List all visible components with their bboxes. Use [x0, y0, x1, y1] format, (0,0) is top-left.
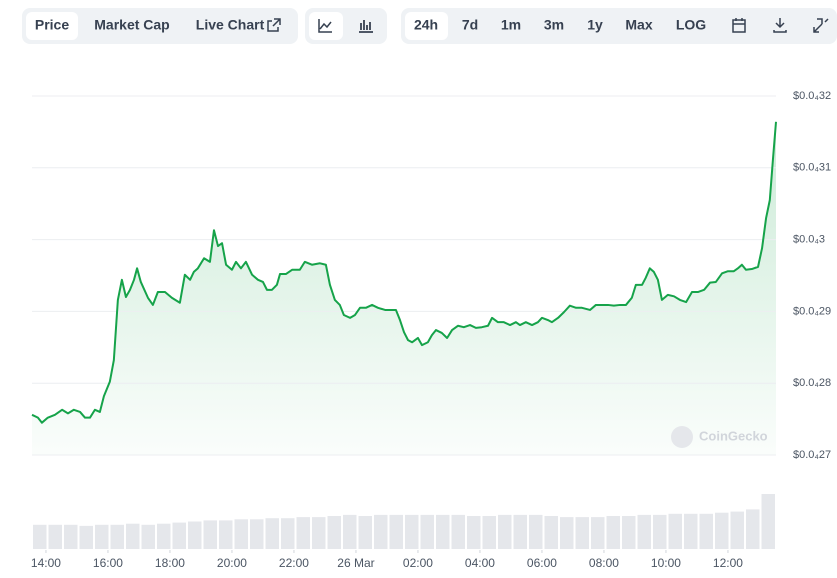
x-tick-label: 22:00: [279, 556, 309, 570]
volume-bar: [715, 512, 729, 549]
tab[interactable]: Price: [35, 17, 69, 33]
volume-bar: [451, 514, 465, 549]
volume-bar: [343, 514, 357, 549]
y-tick-label: $0.0₄29: [793, 305, 831, 317]
volume-bar: [467, 516, 481, 549]
volume-bar: [420, 514, 434, 549]
volume-bar: [622, 516, 636, 549]
volume-bar: [529, 514, 543, 549]
volume-bar: [482, 516, 496, 549]
volume-bar: [327, 516, 341, 549]
volume-bar: [513, 514, 527, 549]
volume-bar: [730, 511, 744, 549]
volume-bar: [389, 514, 403, 549]
x-tick-label: 16:00: [93, 556, 123, 570]
volume-bar: [560, 517, 574, 549]
x-tick-label: 10:00: [651, 556, 681, 570]
range[interactable]: 24h: [414, 17, 438, 33]
volume-bar: [374, 514, 388, 549]
x-tick-label: 06:00: [527, 556, 557, 570]
tab[interactable]: Live Chart: [196, 17, 265, 33]
volume-bar: [126, 523, 140, 549]
volume-bar: [48, 524, 62, 549]
volume-bar: [33, 524, 47, 549]
volume-bar: [498, 514, 512, 549]
candle-icon[interactable]: [359, 20, 373, 33]
volume-bar: [234, 519, 248, 549]
volume-bar: [203, 520, 217, 549]
volume-bar: [79, 525, 93, 549]
y-tick-label: $0.0₄27: [793, 449, 831, 461]
volume-bar: [668, 513, 682, 549]
fullscreen-icon[interactable]: [813, 18, 829, 33]
volume-bar: [95, 524, 109, 549]
tab-selected: [26, 12, 78, 40]
volume-bar: [172, 522, 186, 549]
y-tick-label: $0.0₄32: [793, 90, 831, 102]
volume-bar: [544, 516, 558, 549]
volume-bar: [296, 517, 310, 549]
line-chart-icon[interactable]: [318, 19, 332, 33]
volume-bar: [219, 520, 233, 549]
calendar-icon[interactable]: [732, 18, 746, 33]
download-icon[interactable]: [773, 18, 787, 33]
toolbar: Price Market Cap Live Chart 24h 7d 1m 3m…: [22, 8, 837, 44]
volume-bar: [606, 516, 620, 549]
log-toggle[interactable]: LOG: [676, 17, 706, 33]
y-tick-label: $0.0₄31: [793, 162, 831, 174]
external-icon: [267, 18, 281, 32]
x-tick-label: 08:00: [589, 556, 619, 570]
x-tick-label: 26 Mar: [337, 556, 374, 570]
range[interactable]: 1m: [501, 17, 521, 33]
range-selected: [405, 12, 448, 40]
x-tick-label: 14:00: [31, 556, 61, 570]
range[interactable]: 3m: [544, 17, 564, 33]
x-tick-label: 20:00: [217, 556, 247, 570]
volume-bar: [188, 521, 202, 549]
tab[interactable]: Market Cap: [94, 17, 169, 33]
volume-bar: [591, 517, 605, 549]
volume-bar: [653, 514, 667, 549]
watermark: CoinGecko: [671, 426, 768, 448]
volume-bar: [746, 509, 760, 549]
x-tick-label: 18:00: [155, 556, 185, 570]
volume-bar: [157, 523, 171, 549]
volume-bar: [110, 524, 124, 549]
range[interactable]: Max: [625, 17, 652, 33]
watermark-logo: [671, 426, 693, 448]
x-tick-label: 12:00: [713, 556, 743, 570]
volume-bar: [358, 516, 372, 549]
volume-bar: [699, 513, 713, 549]
volume-bar: [312, 517, 326, 549]
tab-group: [22, 8, 298, 44]
volume-bar: [265, 518, 279, 549]
volume-bar: [250, 519, 264, 549]
volume-bar: [405, 514, 419, 549]
y-tick-label: $0.0₄3: [793, 234, 825, 246]
range[interactable]: 1y: [587, 17, 603, 33]
watermark-text: CoinGecko: [699, 428, 768, 443]
volume-bar: [684, 513, 698, 549]
volume-bar: [281, 518, 295, 549]
volume-bar: [761, 494, 775, 549]
range-group: [401, 8, 837, 44]
x-tick-label: 02:00: [403, 556, 433, 570]
area: [32, 121, 776, 455]
y-tick-label: $0.0₄28: [793, 377, 831, 389]
volume-bar: [436, 514, 450, 549]
price-line: [31, 121, 777, 424]
x-tick-label: 04:00: [465, 556, 495, 570]
volume-bar: [141, 524, 155, 549]
volume-bar: [575, 517, 589, 549]
range[interactable]: 7d: [462, 17, 478, 33]
volume-bar: [64, 524, 78, 549]
volume-bar: [637, 514, 651, 549]
